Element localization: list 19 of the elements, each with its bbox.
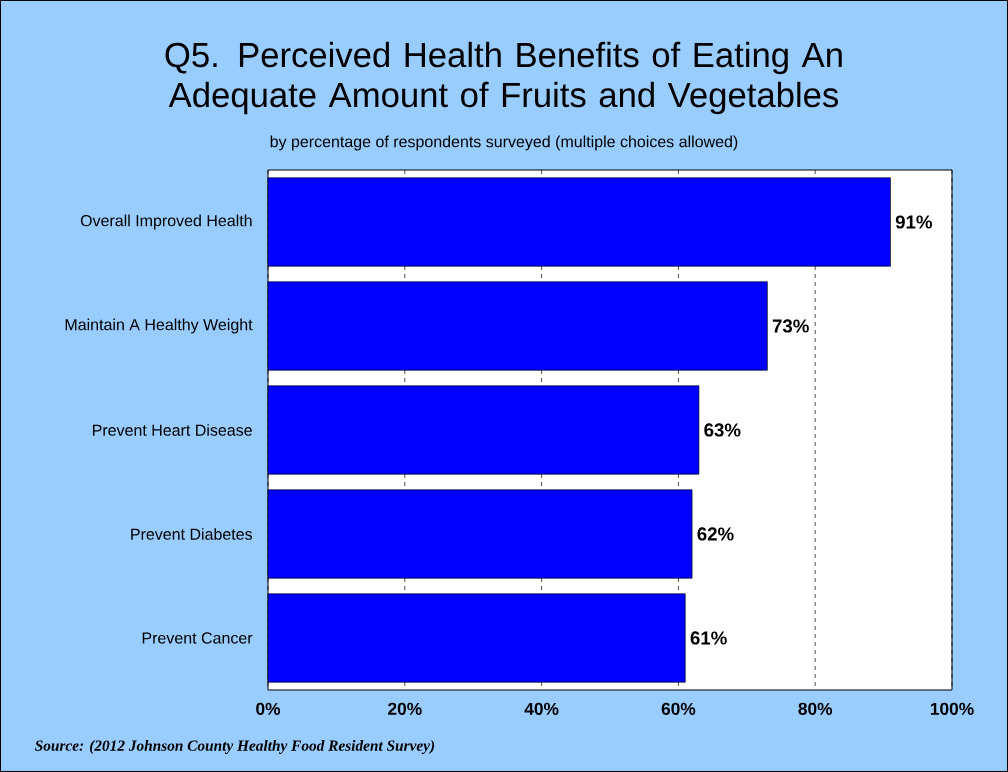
x-tick-label: 20% xyxy=(388,702,422,715)
x-tick-label: 100% xyxy=(930,702,974,715)
x-tick-label: 80% xyxy=(798,702,833,715)
chart-title: Q5. Perceived Health Benefits of Eating An Adequate Amount of Fruits and Vegetables xyxy=(165,41,842,115)
data-label: 91% xyxy=(895,215,932,229)
y-tick-label: Prevent Cancer xyxy=(142,632,253,644)
y-tick-label: Overall Improved Health xyxy=(80,214,252,230)
chart-subtitle: by percentage of respondents surveyed (multiple choices allowed) xyxy=(270,135,738,151)
x-tick-label: 0% xyxy=(256,702,281,715)
y-tick-label: Prevent Diabetes xyxy=(131,528,253,540)
data-label: 61% xyxy=(690,631,727,645)
y-tick-label: Prevent Heart Disease xyxy=(92,424,252,436)
data-label: 62% xyxy=(697,527,734,541)
source-note: Source: (2012 Johnson County Healthy Food Resident Survey) xyxy=(34,740,435,754)
data-label: 63% xyxy=(704,423,741,437)
data-label: 73% xyxy=(772,319,809,333)
x-tick-label: 60% xyxy=(661,702,696,715)
x-tick-label: 40% xyxy=(524,702,559,715)
y-tick-label: Maintain A Healthy Weight xyxy=(65,318,253,334)
